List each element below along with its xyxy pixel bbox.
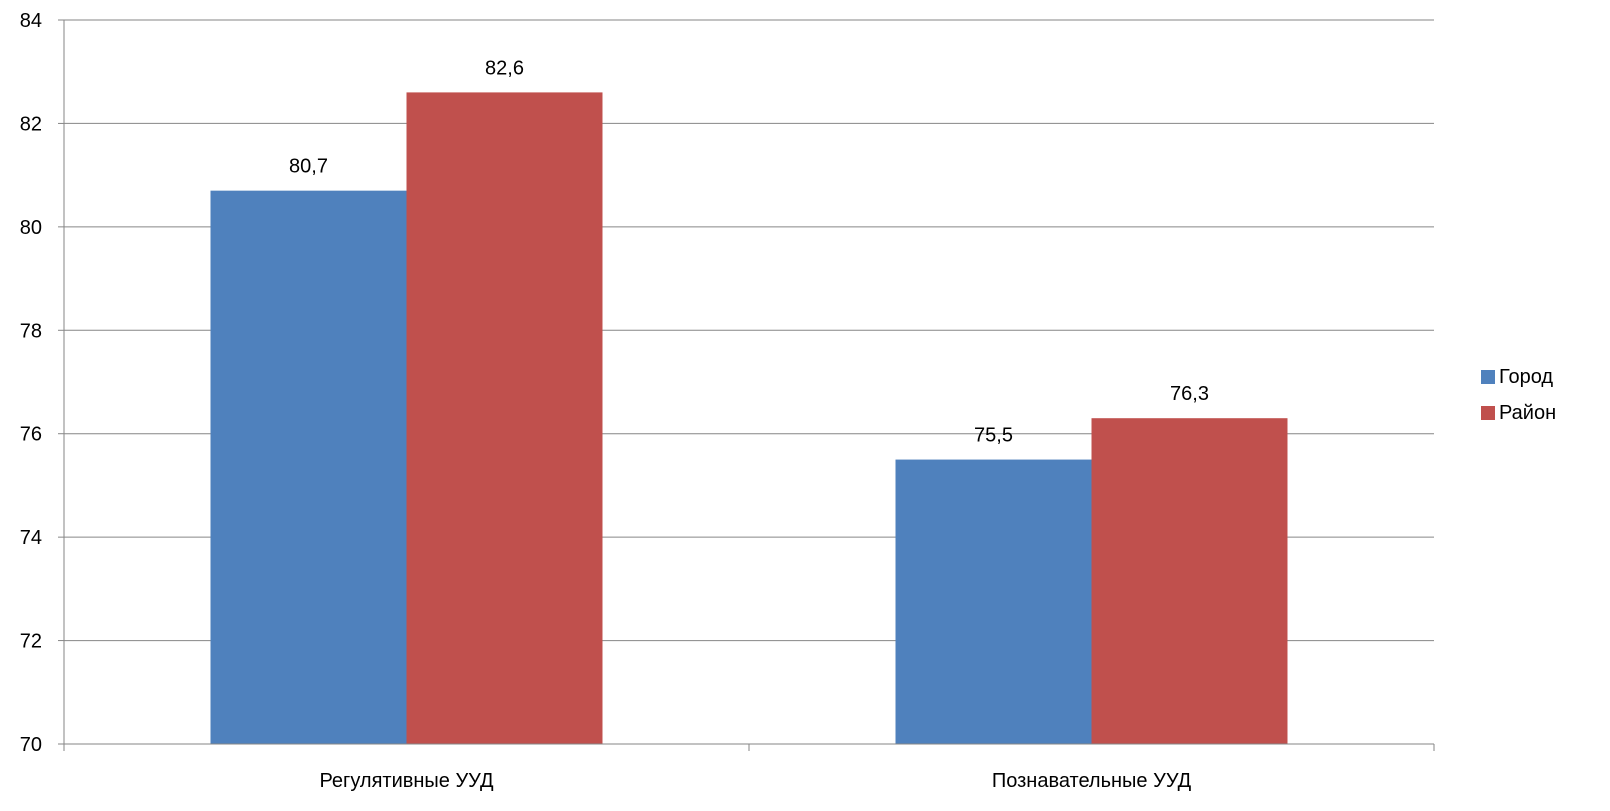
y-tick-label: 84 bbox=[20, 10, 42, 32]
bar bbox=[1091, 418, 1288, 744]
y-tick-label: 78 bbox=[20, 320, 42, 342]
x-axis: Регулятивные УУД Познавательные УУД bbox=[63, 743, 1435, 792]
legend-item-rayon: Район bbox=[1481, 400, 1556, 426]
data-label: 75,5 bbox=[974, 425, 1013, 447]
data-label: 80,7 bbox=[289, 156, 328, 178]
x-category-label: Познавательные УУД bbox=[992, 770, 1192, 792]
legend-item-gorod: Город bbox=[1481, 364, 1556, 390]
y-axis: 70 72 74 76 78 80 82 84 bbox=[20, 10, 65, 756]
y-tick-label: 70 bbox=[20, 734, 42, 756]
legend-swatch-gorod bbox=[1481, 370, 1495, 384]
bar bbox=[895, 459, 1092, 744]
x-category-label: Регулятивные УУД bbox=[319, 770, 494, 792]
y-tick-label: 72 bbox=[20, 631, 42, 653]
bar bbox=[210, 190, 407, 744]
y-tick-label: 80 bbox=[20, 217, 42, 239]
y-tick-label: 82 bbox=[20, 113, 42, 135]
bar bbox=[406, 92, 603, 744]
data-label: 76,3 bbox=[1170, 383, 1209, 405]
legend: Город Район bbox=[1481, 364, 1556, 436]
data-labels: 80,7 82,6 75,5 76,3 bbox=[289, 57, 1209, 446]
y-tick-label: 74 bbox=[20, 527, 42, 549]
legend-swatch-rayon bbox=[1481, 406, 1495, 420]
data-label: 82,6 bbox=[485, 57, 524, 79]
legend-label-rayon: Район bbox=[1499, 401, 1557, 424]
y-tick-label: 76 bbox=[20, 424, 42, 446]
legend-label-gorod: Город bbox=[1499, 365, 1554, 388]
bars bbox=[210, 92, 1288, 744]
